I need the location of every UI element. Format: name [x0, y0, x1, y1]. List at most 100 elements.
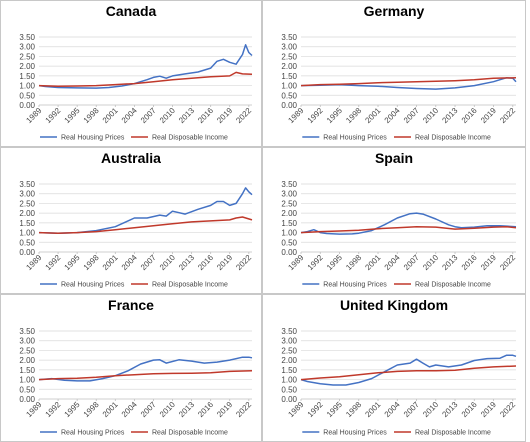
x-tick-label: 1995 — [325, 106, 344, 125]
y-tick-label: 2.00 — [19, 356, 35, 365]
x-tick-label: 1992 — [44, 400, 63, 419]
x-tick-label: 2022 — [498, 106, 517, 125]
x-tick-label: 2013 — [177, 106, 196, 125]
y-tick-label: 2.50 — [19, 52, 35, 61]
x-tick-label: 2019 — [215, 253, 234, 272]
y-tick-label: 2.00 — [19, 62, 35, 71]
y-tick-label: 1.50 — [281, 366, 297, 375]
x-tick-label: 2013 — [440, 106, 459, 125]
x-tick-label: 2007 — [139, 400, 158, 419]
legend-label-income: Real Disposable Income — [152, 430, 228, 437]
x-tick-label: 1998 — [344, 106, 363, 125]
x-tick-label: 2004 — [120, 106, 139, 125]
x-tick-label: 2010 — [421, 400, 440, 419]
y-tick-label: 2.00 — [281, 62, 297, 71]
x-tick-label: 2016 — [196, 253, 215, 272]
series-line-housing — [300, 212, 517, 235]
legend-label-housing: Real Housing Prices — [323, 282, 387, 289]
chart-title: Germany — [364, 3, 425, 19]
x-tick-label: 1998 — [344, 253, 363, 272]
y-tick-label: 3.00 — [19, 190, 35, 199]
y-tick-label: 3.00 — [281, 190, 297, 199]
x-tick-label: 2010 — [158, 400, 177, 419]
y-tick-label: 3.00 — [19, 337, 35, 346]
x-tick-label: 2016 — [460, 400, 479, 419]
y-tick-label: 2.00 — [281, 209, 297, 218]
x-tick-label: 2022 — [498, 253, 517, 272]
x-tick-label: 2016 — [196, 400, 215, 419]
y-tick-label: 0.00 — [281, 395, 297, 404]
chart-panel-canada: Canada 0.00 0.50 1.00 1.50 2.00 2.50 3.00 3.50 19… — [0, 0, 262, 147]
y-tick-label: 2.50 — [281, 346, 297, 355]
x-tick-label: 2016 — [460, 106, 479, 125]
legend-label-housing: Real Housing Prices — [61, 135, 125, 142]
y-tick-label: 3.50 — [19, 180, 35, 189]
x-tick-label: 1998 — [82, 400, 101, 419]
x-tick-label: 2010 — [158, 106, 177, 125]
x-tick-label: 1992 — [44, 106, 63, 125]
x-tick-label: 2013 — [440, 253, 459, 272]
x-tick-label: 2016 — [460, 253, 479, 272]
y-tick-label: 1.00 — [19, 229, 35, 238]
x-tick-label: 2013 — [440, 400, 459, 419]
x-tick-label: 1995 — [325, 253, 344, 272]
x-tick-label: 2022 — [234, 253, 253, 272]
series-line-housing — [38, 187, 253, 234]
y-tick-label: 0.50 — [281, 91, 297, 100]
y-tick-label: 1.50 — [19, 219, 35, 228]
x-tick-label: 2007 — [402, 106, 421, 125]
x-tick-label: 2022 — [234, 106, 253, 125]
chart-title: United Kingdom — [340, 297, 448, 313]
series-line-housing — [300, 354, 517, 386]
y-tick-label: 0.50 — [281, 238, 297, 247]
y-tick-label: 3.50 — [19, 327, 35, 336]
y-tick-label: 0.50 — [19, 91, 35, 100]
legend-label-income: Real Disposable Income — [415, 282, 491, 289]
y-tick-label: 3.50 — [281, 33, 297, 42]
x-tick-label: 2001 — [363, 400, 382, 419]
legend-label-housing: Real Housing Prices — [323, 430, 387, 437]
series-line-income — [38, 370, 253, 381]
x-tick-label: 1995 — [63, 400, 82, 419]
x-tick-label: 1995 — [63, 106, 82, 125]
y-tick-label: 2.00 — [19, 209, 35, 218]
x-tick-label: 2007 — [402, 400, 421, 419]
y-tick-label: 2.50 — [19, 346, 35, 355]
y-tick-label: 0.00 — [19, 248, 35, 257]
x-tick-label: 2016 — [196, 106, 215, 125]
x-tick-label: 1998 — [82, 106, 101, 125]
legend-label-income: Real Disposable Income — [415, 430, 491, 437]
x-tick-label: 2019 — [215, 106, 234, 125]
line-chart: Germany 0.000.501.001.502.002.503.003.50 1… — [281, 3, 517, 142]
y-tick-label: 1.50 — [281, 219, 297, 228]
x-tick-label: 2010 — [421, 106, 440, 125]
chart-title: Canada — [106, 3, 157, 19]
y-tick-label: 3.50 — [281, 327, 297, 336]
y-tick-label: 1.00 — [281, 376, 297, 385]
series-line-income — [38, 71, 253, 87]
x-tick-label: 2019 — [479, 253, 498, 272]
x-tick-label: 2001 — [101, 106, 120, 125]
x-tick-label: 2022 — [234, 400, 253, 419]
y-tick-label: 1.00 — [281, 82, 297, 91]
x-tick-label: 1995 — [63, 253, 82, 272]
x-tick-label: 1998 — [82, 253, 101, 272]
y-tick-label: 0.00 — [19, 101, 35, 110]
x-tick-label: 1992 — [306, 400, 325, 419]
y-tick-label: 0.50 — [281, 385, 297, 394]
x-tick-label: 1992 — [44, 253, 63, 272]
x-tick-label: 2004 — [383, 253, 402, 272]
x-tick-label: 2019 — [215, 400, 234, 419]
y-tick-label: 1.00 — [19, 376, 35, 385]
series-line-income — [300, 225, 517, 234]
line-chart: Spain0.000.501.001.502.002.503.003.50198… — [281, 150, 517, 289]
x-tick-label: 2001 — [363, 253, 382, 272]
y-tick-label: 3.00 — [281, 337, 297, 346]
y-tick-label: 3.50 — [19, 33, 35, 42]
legend-label-income: Real Disposable Income — [152, 135, 228, 142]
y-tick-label: 1.00 — [19, 82, 35, 91]
chart-panel-uk: United Kingdom 0.00 0.50 1.00 1.50 2.00 2.50 3.… — [262, 294, 526, 442]
y-tick-label: 1.00 — [281, 229, 297, 238]
y-tick-label: 0.00 — [19, 395, 35, 404]
x-tick-label: 2013 — [177, 400, 196, 419]
